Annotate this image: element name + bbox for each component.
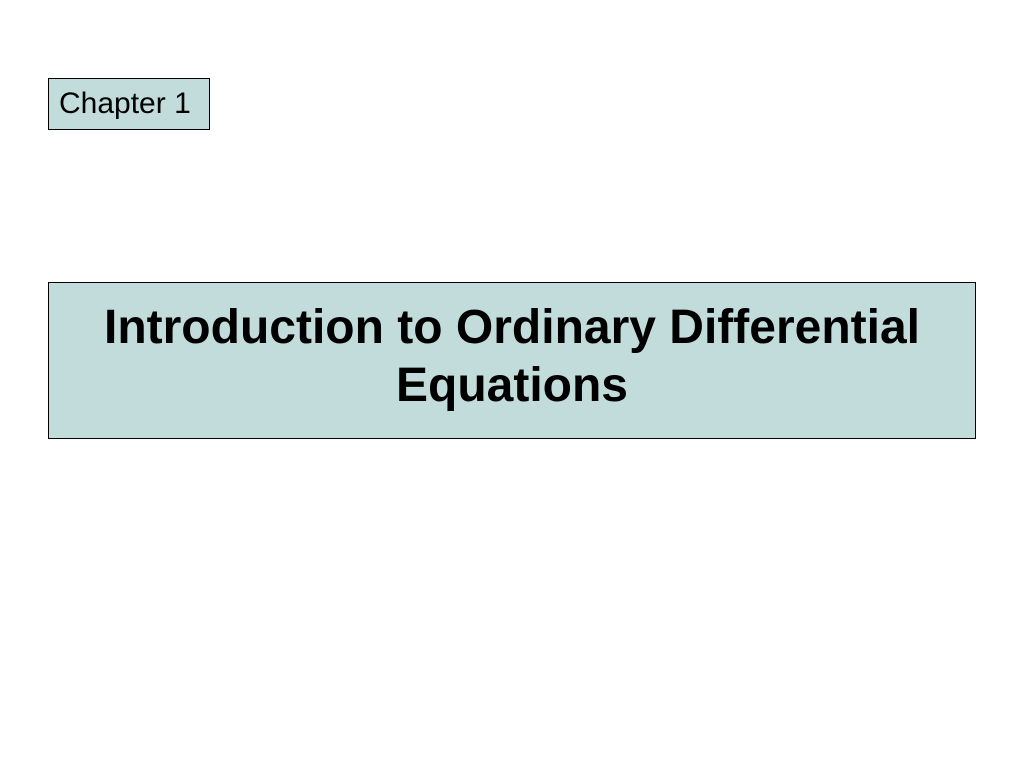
chapter-label: Chapter 1 xyxy=(59,87,191,120)
title-box: Introduction to Ordinary Differential Eq… xyxy=(48,282,976,439)
chapter-label-box: Chapter 1 xyxy=(48,78,210,130)
page-title: Introduction to Ordinary Differential Eq… xyxy=(69,299,955,414)
